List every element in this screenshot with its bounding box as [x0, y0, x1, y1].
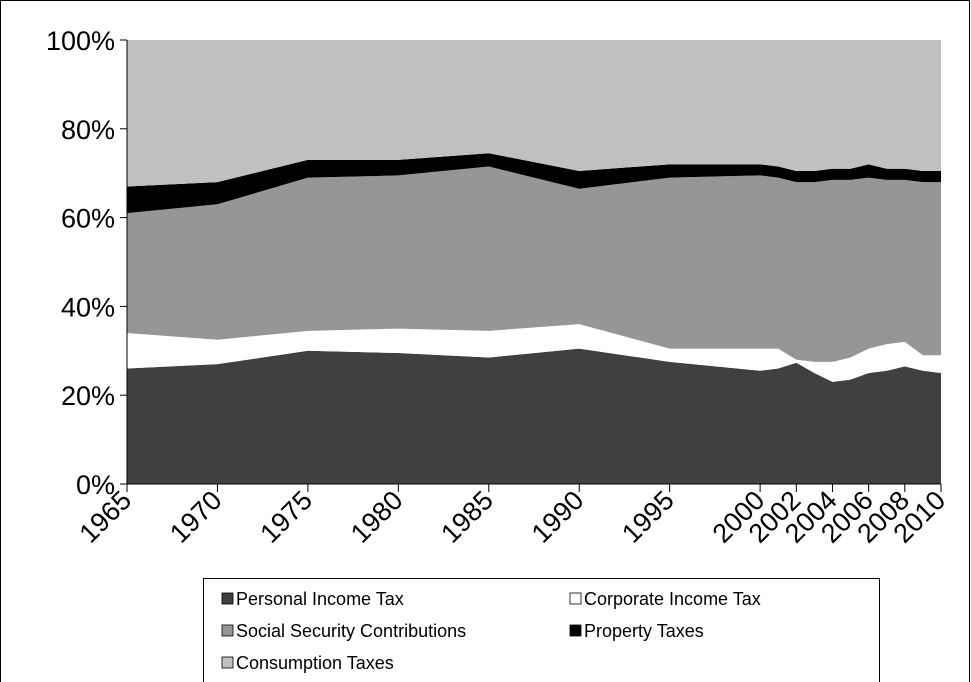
area	[127, 166, 941, 362]
legend-swatch	[221, 624, 234, 637]
y-tick-label: 0%	[76, 470, 115, 500]
legend-label: Social Security Contributions	[236, 621, 466, 641]
y-tick-label: 20%	[61, 381, 115, 411]
y-tick-label: 60%	[61, 204, 115, 234]
legend-label: Consumption Taxes	[236, 653, 394, 673]
legend-swatch	[221, 592, 234, 605]
legend-label: Corporate Income Tax	[584, 589, 761, 609]
legend-swatch	[221, 656, 234, 669]
area	[127, 40, 941, 187]
y-tick-label: 80%	[61, 115, 115, 145]
legend-box	[203, 578, 880, 682]
y-tick-label: 100%	[46, 26, 115, 56]
legend: Personal Income Tax Corporate Income Tax S…	[221, 589, 761, 673]
plot-area	[127, 40, 941, 484]
area	[127, 153, 941, 214]
legend-label: Property Taxes	[584, 621, 704, 641]
legend-swatch	[569, 624, 582, 637]
legend-label: Personal Income Tax	[236, 589, 404, 609]
legend-swatch	[569, 592, 582, 605]
area	[127, 348, 941, 484]
y-tick-label: 40%	[61, 292, 115, 322]
area	[127, 324, 941, 382]
